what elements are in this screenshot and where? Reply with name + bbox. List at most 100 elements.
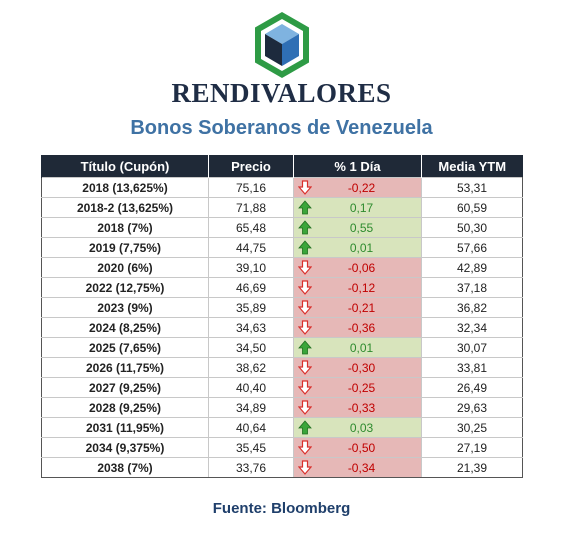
- arrow-down-icon: [297, 280, 313, 295]
- daily-change-value: -0,25: [347, 380, 376, 395]
- arrow-down-icon: [297, 440, 313, 455]
- daily-change-cell: 0,55: [293, 217, 422, 238]
- bond-title-cell: 2026 (11,75%): [41, 357, 209, 378]
- daily-change-value: -0,12: [347, 280, 376, 295]
- ytm-cell: 32,34: [421, 317, 523, 338]
- daily-change-cell: 0,03: [293, 417, 422, 438]
- ytm-cell: 30,25: [421, 417, 523, 438]
- bond-title-cell: 2020 (6%): [41, 257, 209, 278]
- column-header-change: % 1 Día: [293, 155, 422, 178]
- price-cell: 71,88: [208, 197, 294, 218]
- daily-change-cell: -0,06: [293, 257, 422, 278]
- page-title: Bonos Soberanos de Venezuela: [130, 117, 433, 139]
- daily-change-cell: -0,22: [293, 177, 422, 198]
- arrow-down-icon: [297, 180, 313, 195]
- table-row: 2018 (13,625%) 75,16 -0,22 53,31: [41, 177, 523, 198]
- column-header-ytm: Media YTM: [421, 155, 523, 178]
- table-row: 2022 (12,75%) 46,69 -0,12 37,18: [41, 277, 523, 298]
- daily-change-cell: -0,33: [293, 397, 422, 418]
- arrow-up-icon: [298, 220, 312, 235]
- price-cell: 34,63: [208, 317, 294, 338]
- daily-change-cell: -0,50: [293, 437, 422, 458]
- bond-title-cell: 2022 (12,75%): [41, 277, 209, 298]
- bonds-table: Título (Cupón) Precio % 1 Día Media YTM …: [41, 155, 523, 478]
- arrow-up-icon: [298, 420, 312, 435]
- bond-title-cell: 2027 (9,25%): [41, 377, 209, 398]
- source-note: Fuente: Bloomberg: [212, 500, 351, 517]
- daily-change-value: 0,17: [349, 200, 374, 215]
- table-row: 2018-2 (13,625%) 71,88 0,17 60,59: [41, 197, 523, 218]
- table-row: 2018 (7%) 65,48 0,55 50,30: [41, 217, 523, 238]
- ytm-cell: 42,89: [421, 257, 523, 278]
- ytm-cell: 37,18: [421, 277, 523, 298]
- column-header-title: Título (Cupón): [41, 155, 209, 178]
- table-row: 2025 (7,65%) 34,50 0,01 30,07: [41, 337, 523, 358]
- brand-name: RENDIVALORES: [171, 78, 392, 108]
- ytm-cell: 60,59: [421, 197, 523, 218]
- daily-change-cell: 0,01: [293, 337, 422, 358]
- arrow-down-icon: [297, 360, 313, 375]
- arrow-down-icon: [297, 320, 313, 335]
- table-row: 2028 (9,25%) 34,89 -0,33 29,63: [41, 397, 523, 418]
- ytm-cell: 50,30: [421, 217, 523, 238]
- daily-change-cell: -0,12: [293, 277, 422, 298]
- price-cell: 34,89: [208, 397, 294, 418]
- bond-title-cell: 2031 (11,95%): [41, 417, 209, 438]
- daily-change-value: 0,01: [349, 240, 374, 255]
- daily-change-cell: 0,01: [293, 237, 422, 258]
- daily-change-value: 0,03: [349, 420, 374, 435]
- daily-change-value: -0,06: [347, 260, 376, 275]
- daily-change-value: -0,33: [347, 400, 376, 415]
- daily-change-value: 0,55: [349, 220, 374, 235]
- table-header-row: Título (Cupón) Precio % 1 Día Media YTM: [41, 155, 523, 178]
- bond-title-cell: 2023 (9%): [41, 297, 209, 318]
- ytm-cell: 30,07: [421, 337, 523, 358]
- ytm-cell: 53,31: [421, 177, 523, 198]
- daily-change-cell: -0,34: [293, 457, 422, 478]
- column-header-price: Precio: [208, 155, 294, 178]
- price-cell: 75,16: [208, 177, 294, 198]
- daily-change-value: 0,01: [349, 340, 374, 355]
- table-row: 2034 (9,375%) 35,45 -0,50 27,19: [41, 437, 523, 458]
- price-cell: 35,89: [208, 297, 294, 318]
- price-cell: 38,62: [208, 357, 294, 378]
- table-row: 2027 (9,25%) 40,40 -0,25 26,49: [41, 377, 523, 398]
- table-row: 2038 (7%) 33,76 -0,34 21,39: [41, 457, 523, 478]
- ytm-cell: 57,66: [421, 237, 523, 258]
- price-cell: 34,50: [208, 337, 294, 358]
- price-cell: 35,45: [208, 437, 294, 458]
- bond-title-cell: 2018 (7%): [41, 217, 209, 238]
- daily-change-cell: -0,25: [293, 377, 422, 398]
- daily-change-value: -0,34: [347, 460, 376, 475]
- ytm-cell: 33,81: [421, 357, 523, 378]
- bond-title-cell: 2019 (7,75%): [41, 237, 209, 258]
- table-row: 2019 (7,75%) 44,75 0,01 57,66: [41, 237, 523, 258]
- daily-change-cell: -0,21: [293, 297, 422, 318]
- arrow-down-icon: [297, 260, 313, 275]
- arrow-up-icon: [298, 200, 312, 215]
- bond-title-cell: 2028 (9,25%): [41, 397, 209, 418]
- arrow-down-icon: [297, 300, 313, 315]
- daily-change-cell: -0,30: [293, 357, 422, 378]
- ytm-cell: 36,82: [421, 297, 523, 318]
- bond-title-cell: 2018-2 (13,625%): [41, 197, 209, 218]
- bond-title-cell: 2018 (13,625%): [41, 177, 209, 198]
- arrow-up-icon: [298, 340, 312, 355]
- arrow-down-icon: [297, 400, 313, 415]
- arrow-up-icon: [298, 240, 312, 255]
- bond-title-cell: 2025 (7,65%): [41, 337, 209, 358]
- daily-change-value: -0,36: [347, 320, 376, 335]
- table-row: 2031 (11,95%) 40,64 0,03 30,25: [41, 417, 523, 438]
- price-cell: 33,76: [208, 457, 294, 478]
- arrow-down-icon: [297, 380, 313, 395]
- ytm-cell: 29,63: [421, 397, 523, 418]
- ytm-cell: 27,19: [421, 437, 523, 458]
- table-row: 2023 (9%) 35,89 -0,21 36,82: [41, 297, 523, 318]
- bond-title-cell: 2024 (8,25%): [41, 317, 209, 338]
- price-cell: 40,40: [208, 377, 294, 398]
- daily-change-value: -0,50: [347, 440, 376, 455]
- daily-change-value: -0,22: [347, 180, 376, 195]
- ytm-cell: 21,39: [421, 457, 523, 478]
- price-cell: 46,69: [208, 277, 294, 298]
- price-cell: 44,75: [208, 237, 294, 258]
